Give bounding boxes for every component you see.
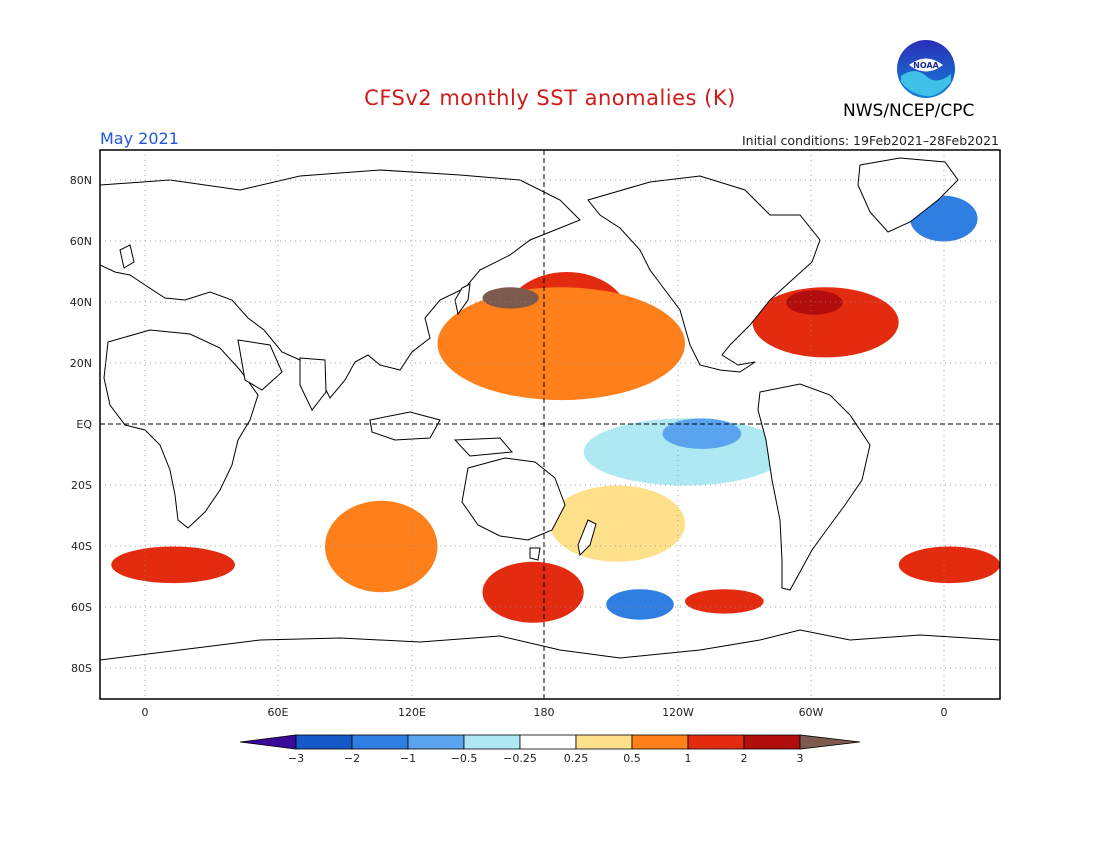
lat-label: 80S — [71, 662, 92, 675]
anomaly-region — [482, 561, 584, 623]
noaa-logo: NOAA — [897, 40, 955, 98]
lat-label: 20N — [70, 357, 92, 370]
colorbar-label: 3 — [797, 752, 804, 765]
anomaly-region — [111, 546, 235, 584]
latitude-labels: 80N 60N 40N 20N EQ 20S 40S 60S 80S — [70, 174, 93, 675]
colorbar-label: 1 — [685, 752, 692, 765]
lat-label: 60N — [70, 235, 92, 248]
colorbar-label: −1 — [400, 752, 416, 765]
forecast-month: May 2021 — [100, 129, 179, 148]
longitude-labels: 0 60E 120E 180 120W 60W 0 — [142, 706, 948, 719]
colorbar-swatch — [687, 734, 745, 750]
colorbar-swatch — [743, 734, 801, 750]
lat-label: EQ — [76, 418, 92, 431]
colorbar: −3 −2 −1 −0.5 −0.25 0.25 0.5 1 2 3 — [239, 734, 861, 765]
colorbar-label: −0.25 — [503, 752, 537, 765]
colorbar-swatch — [407, 734, 465, 750]
map-title: CFSv2 monthly SST anomalies (K) — [364, 86, 736, 110]
anomaly-region — [606, 589, 674, 620]
colorbar-swatch — [463, 734, 521, 750]
anomaly-region — [685, 589, 764, 614]
graticule — [100, 150, 1000, 699]
anomaly-region — [437, 287, 685, 401]
map-frame — [99, 149, 1001, 700]
svg-text:NOAA: NOAA — [913, 61, 939, 70]
colorbar-min-arrow — [239, 734, 297, 750]
colorbar-swatch — [575, 734, 633, 750]
lat-label: 40N — [70, 296, 92, 309]
colorbar-label: 0.5 — [623, 752, 641, 765]
initial-conditions: Initial conditions: 19Feb2021–28Feb2021 — [741, 133, 999, 148]
lon-label: 60E — [268, 706, 289, 719]
lon-label: 120W — [662, 706, 694, 719]
anomaly-region — [786, 290, 843, 315]
colorbar-label: 2 — [741, 752, 748, 765]
coastlines — [100, 157, 1000, 699]
agency-label: NWS/NCEP/CPC — [843, 101, 975, 121]
colorbar-swatch — [351, 734, 409, 750]
colorbar-swatch — [631, 734, 689, 750]
colorbar-swatch — [295, 734, 353, 750]
lon-label: 60W — [799, 706, 824, 719]
anomaly-region — [662, 418, 742, 449]
lon-label: 0 — [142, 706, 149, 719]
anomaly-region — [898, 546, 1000, 584]
lat-label: 60S — [71, 601, 92, 614]
colorbar-swatch — [519, 734, 577, 750]
lon-label: 0 — [941, 706, 948, 719]
anomaly-region — [550, 485, 685, 562]
colorbar-label: −0.5 — [451, 752, 478, 765]
colorbar-label: −2 — [344, 752, 360, 765]
colorbar-label: −3 — [288, 752, 304, 765]
lon-label: 180 — [534, 706, 555, 719]
anomaly-region — [482, 287, 539, 309]
lat-label: 40S — [71, 540, 92, 553]
colorbar-label: 0.25 — [564, 752, 589, 765]
lon-label: 120E — [398, 706, 426, 719]
anomaly-region — [325, 500, 438, 593]
colorbar-max-arrow — [799, 734, 861, 750]
anomaly-fields — [100, 195, 1000, 623]
lat-label: 80N — [70, 174, 92, 187]
reference-lines — [100, 150, 1000, 699]
lat-label: 20S — [71, 479, 92, 492]
